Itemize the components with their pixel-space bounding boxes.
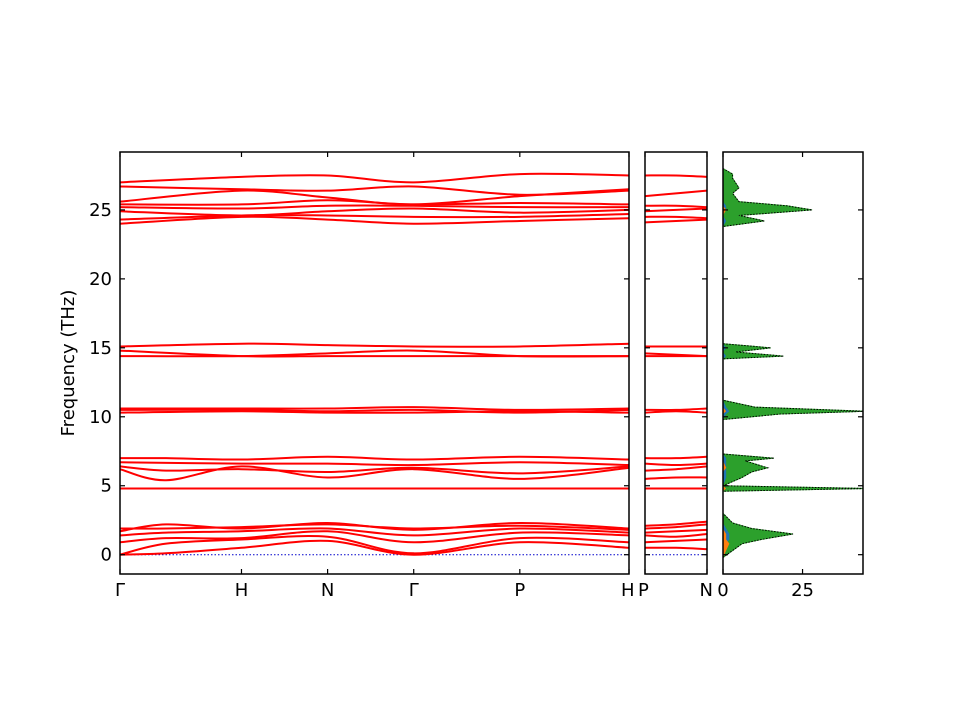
x-tick-label: N — [700, 580, 713, 601]
phonon-band — [120, 215, 629, 225]
phonon-band — [120, 188, 629, 206]
phonon-band — [120, 207, 629, 217]
y-tick-label: 5 — [101, 476, 112, 497]
phonon-band — [645, 476, 707, 480]
x-tick-label: P — [638, 580, 649, 601]
segment-y-ticks — [645, 209, 707, 556]
y-tick-label: 10 — [89, 407, 112, 428]
phonon-band — [120, 408, 629, 414]
phonon-band — [645, 523, 707, 530]
band-segment-frame — [644, 151, 708, 575]
phonon-band — [120, 535, 629, 556]
dos-fill — [723, 168, 863, 558]
dos-x-tick-label: 25 — [791, 580, 814, 601]
phonon-band — [645, 528, 707, 534]
phonon-band — [645, 189, 707, 198]
phonon-band — [645, 455, 707, 460]
phonon-band — [645, 462, 707, 467]
phonon-band — [120, 455, 629, 461]
y-axis-label: Frequency (THz) — [58, 290, 79, 437]
y-tick-label: 25 — [89, 200, 112, 221]
total-dos-line — [723, 168, 863, 558]
phonon-band — [120, 530, 629, 544]
partial-dos-b — [723, 168, 730, 558]
phonon-band — [120, 527, 629, 537]
phonon-band — [645, 533, 707, 538]
phonon-band — [120, 461, 629, 467]
phonon-band — [120, 539, 629, 556]
phonon-band — [645, 218, 707, 224]
x-tick-label: Γ — [409, 580, 419, 601]
dos-x-ticks: 0 25 — [717, 152, 814, 601]
phonon-band — [120, 349, 629, 358]
band-structure-panel: 0 5 10 15 20 25 Γ H N Γ P H Frequency (THz) — [58, 151, 635, 601]
phonon-band — [120, 172, 629, 184]
phonon-band — [120, 465, 629, 482]
phonon-band — [645, 538, 707, 544]
phonon-band — [120, 523, 629, 531]
phonon-band — [645, 465, 707, 472]
phonon-band — [645, 215, 707, 220]
dos-panel: 0 25 — [717, 151, 864, 601]
phonon-band — [120, 521, 629, 533]
phonon-band — [120, 185, 629, 196]
dos-frame — [722, 151, 864, 575]
phonon-band — [120, 410, 629, 414]
x-tick-label: H — [621, 580, 635, 601]
phonon-band — [120, 465, 629, 475]
x-tick-label: N — [321, 580, 334, 601]
x-tick-label: Γ — [115, 580, 125, 601]
phonon-band — [120, 342, 629, 348]
phonon-band — [645, 546, 707, 551]
phonon-band — [645, 207, 707, 213]
phonon-band — [120, 406, 629, 411]
phonon-band — [645, 204, 707, 209]
x-tick-label: P — [514, 580, 525, 601]
y-tick-label: 20 — [89, 269, 112, 290]
y-axis-ticks: 0 5 10 15 20 25 — [89, 200, 629, 566]
x-tick-label: H — [235, 580, 249, 601]
phonon-band — [645, 520, 707, 527]
phonon-band — [645, 352, 707, 358]
dos-curves — [723, 168, 863, 558]
y-tick-label: 0 — [101, 545, 112, 566]
dos-y-ticks — [723, 209, 863, 556]
partial-dos-a — [723, 168, 730, 558]
band-structure-frame — [119, 151, 630, 575]
segment-band-lines — [645, 174, 707, 556]
phonon-band — [645, 407, 707, 411]
phonon-band — [645, 174, 707, 178]
phonon-band — [645, 410, 707, 414]
band-lines — [120, 172, 629, 556]
dos-x-tick-label: 0 — [717, 580, 728, 601]
y-tick-label: 15 — [89, 338, 112, 359]
phonon-band — [120, 204, 629, 210]
